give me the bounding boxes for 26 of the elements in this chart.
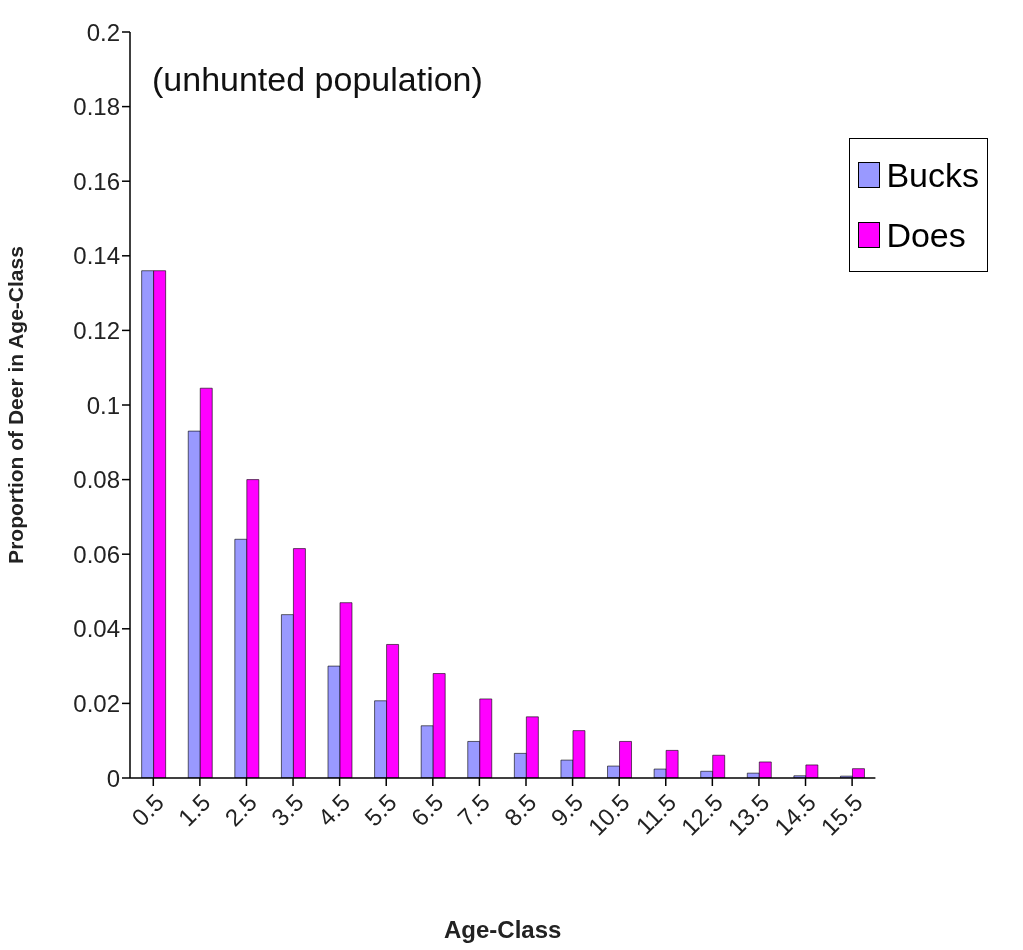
- y-tick-label: 0.06: [73, 540, 120, 568]
- x-tick-label: 4.5: [312, 788, 356, 832]
- y-tick-label: 0.04: [73, 615, 120, 643]
- x-tick-label: 8.5: [498, 788, 542, 832]
- y-tick-label: 0.16: [73, 167, 120, 195]
- y-tick-label: 0.1: [86, 391, 120, 419]
- legend-label: Does: [885, 215, 967, 256]
- annotation: (unhunted population): [152, 60, 483, 99]
- y-axis-title: Proportion of Deer in Age-Class: [4, 246, 28, 564]
- x-tick-label: 2.5: [219, 788, 263, 832]
- legend-label: Bucks: [885, 155, 979, 196]
- y-tick-label: 0.12: [73, 316, 120, 344]
- x-tick-label: 1.5: [172, 788, 216, 832]
- x-tick-label: 5.5: [359, 788, 402, 832]
- x-tick-label: 0.5: [126, 788, 169, 832]
- y-tick-label: 0.2: [86, 18, 120, 46]
- x-axis-title: Age-Class: [444, 916, 562, 943]
- x-tick-label: 6.5: [405, 788, 449, 832]
- y-tick-label: 0: [106, 764, 120, 792]
- y-tick-label: 0.18: [73, 93, 120, 121]
- y-tick-label: 0.14: [73, 242, 120, 270]
- y-tick-label: 0.02: [73, 689, 120, 717]
- x-tick-label: 7.5: [452, 788, 495, 832]
- x-tick-label: 3.5: [265, 788, 309, 832]
- y-tick-label: 0.08: [73, 466, 120, 494]
- x-tick-label: 9.5: [545, 788, 589, 832]
